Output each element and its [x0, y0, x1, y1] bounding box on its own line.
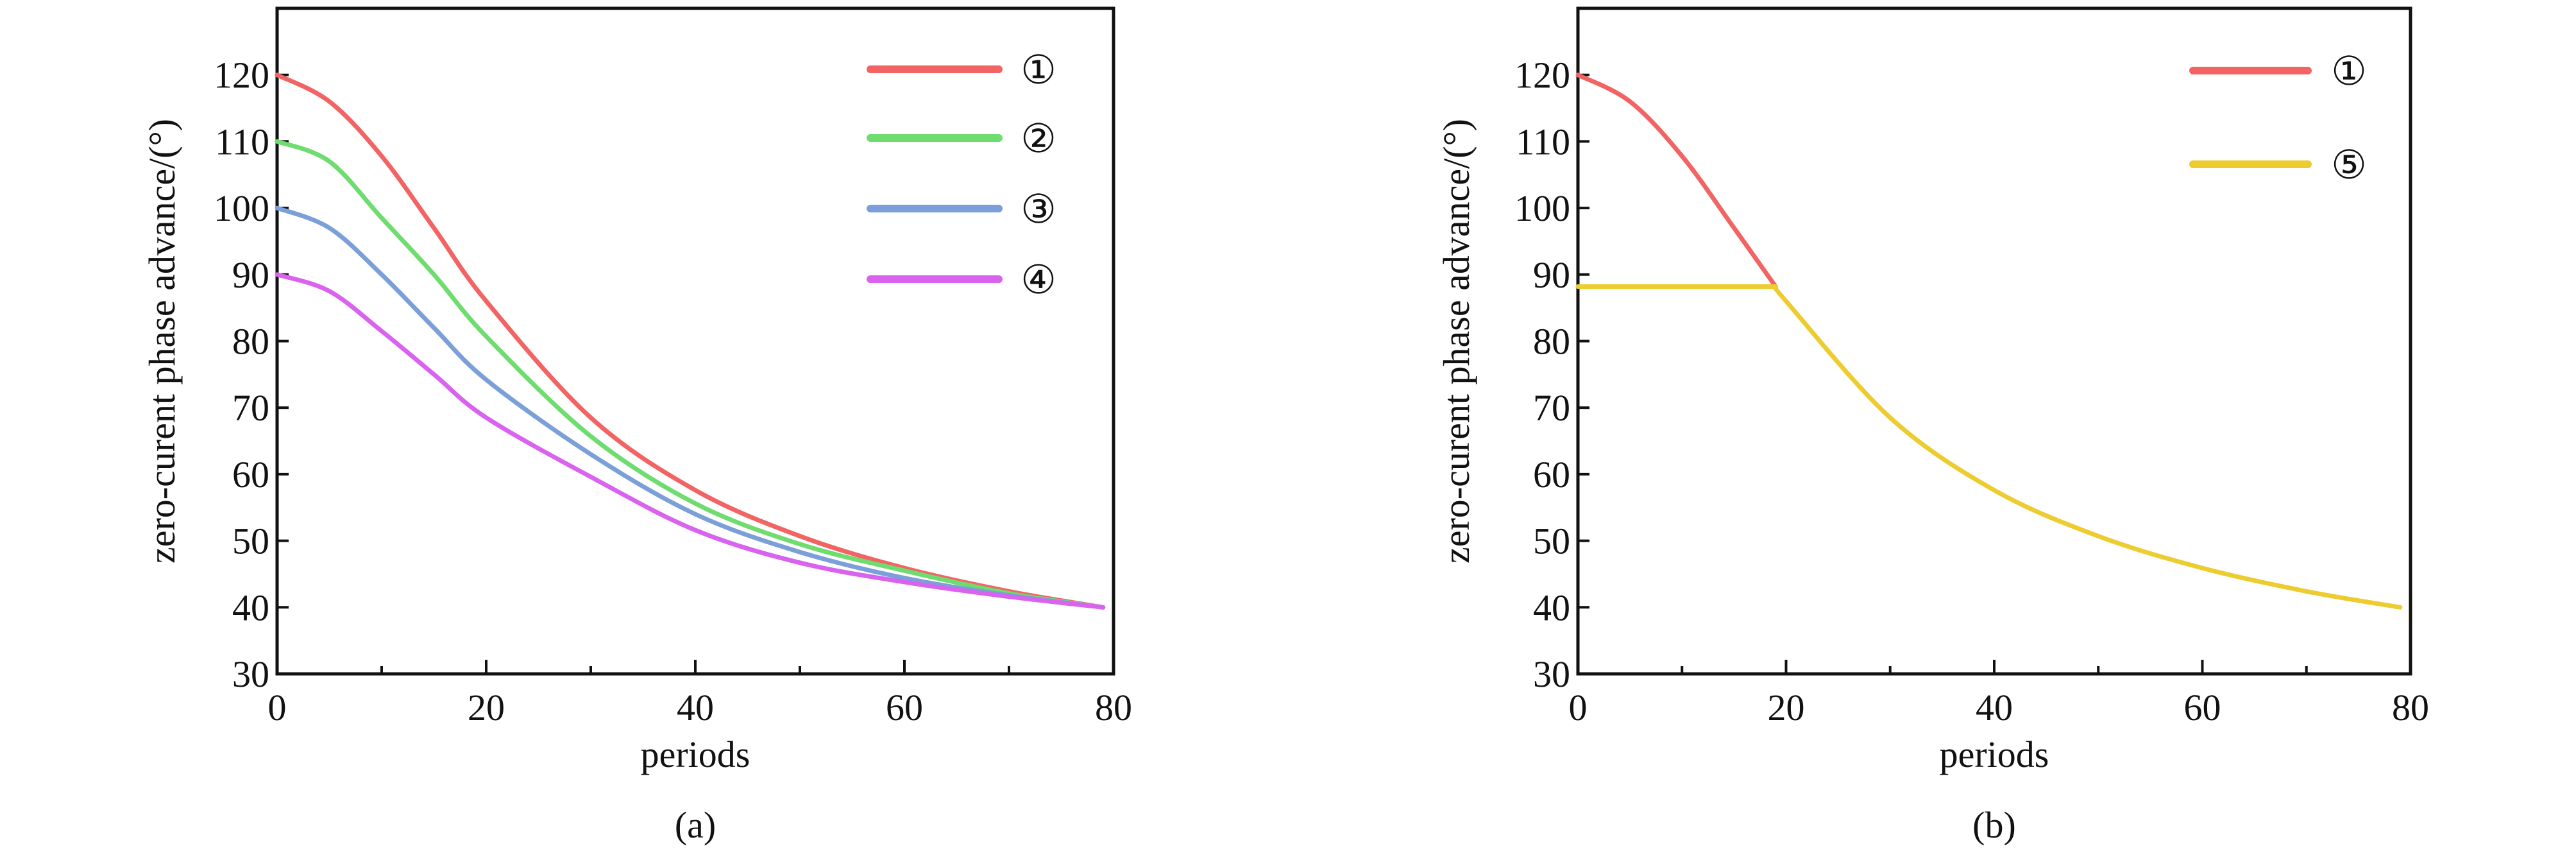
x-tick-label: 20	[1768, 687, 1805, 728]
x-tick-label: 40	[677, 687, 714, 728]
panel-label: (b)	[1972, 804, 2016, 846]
x-tick-label: 80	[1095, 687, 1132, 728]
x-axis-label: periods	[1940, 734, 2049, 775]
x-tick-label: 40	[1976, 687, 2013, 728]
y-tick-label: 60	[1533, 454, 1570, 495]
series-line	[1575, 284, 2403, 610]
y-tick-label: 50	[1533, 520, 1570, 562]
chart-panel-b: 0 20 40 60 80 30 40 50 60 70 80 90 100 110 120 periods z…	[1436, 6, 2429, 846]
y-tick-label: 80	[232, 321, 269, 363]
x-tick-label: 60	[2184, 687, 2221, 728]
y-tick-label: 100	[1514, 187, 1570, 229]
plot-frame	[1576, 6, 2412, 676]
y-tick-label: 30	[1533, 653, 1570, 695]
series-line	[275, 272, 1106, 610]
y-axis-label: zero-curent phase advance/(°)	[141, 119, 183, 563]
y-tick-label: 100	[214, 187, 269, 229]
legend-label: ②	[1021, 117, 1056, 161]
legend-label: ①	[2331, 50, 2367, 94]
y-tick-label: 120	[1514, 55, 1570, 96]
y-tick-label: 50	[232, 520, 269, 562]
panel-label: (a)	[675, 804, 716, 846]
y-tick-label: 30	[232, 653, 269, 695]
y-tick-label: 90	[1533, 254, 1570, 296]
x-tick-label: 0	[1569, 687, 1588, 728]
y-tick-label: 110	[1516, 121, 1570, 162]
y-tick-label: 60	[232, 454, 269, 495]
legend-label: ⑤	[2331, 144, 2367, 187]
x-tick-label: 60	[886, 687, 923, 728]
x-axis-label: periods	[641, 734, 750, 775]
legend-label: ①	[1021, 49, 1056, 92]
y-tick-label: 40	[232, 587, 269, 628]
y-tick-label: 120	[214, 55, 269, 96]
x-tick-label: 0	[268, 687, 287, 728]
plot-frame	[275, 6, 1115, 676]
y-tick-label: 40	[1533, 587, 1570, 628]
y-tick-label: 80	[1533, 321, 1570, 363]
series-line	[275, 205, 1106, 610]
series-line	[275, 139, 1106, 610]
legend-label: ③	[1021, 188, 1056, 232]
y-tick-label: 90	[232, 254, 269, 296]
x-tick-label: 20	[468, 687, 505, 728]
y-tick-label: 110	[215, 121, 269, 162]
y-axis-label: zero-curent phase advance/(°)	[1436, 119, 1477, 563]
legend-label: ④	[1021, 259, 1056, 302]
chart-panel-a: 0 20 40 60 80 30 40 50 60 70 80 90 100 110 120 periods z…	[141, 6, 1132, 846]
y-tick-label: 70	[232, 387, 269, 429]
x-tick-label: 80	[2392, 687, 2429, 728]
y-tick-label: 70	[1533, 387, 1570, 429]
series-line	[1575, 73, 1778, 289]
